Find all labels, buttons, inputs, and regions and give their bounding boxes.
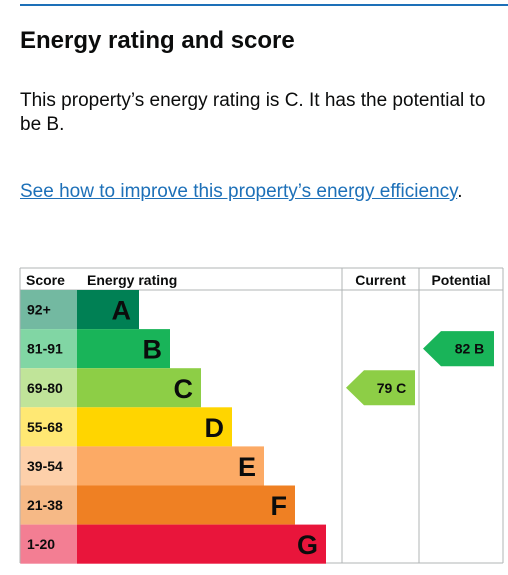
link-suffix: . xyxy=(457,181,463,202)
header-score: Score xyxy=(26,272,65,288)
score-cell-a xyxy=(20,290,77,330)
improve-efficiency-link[interactable]: See how to improve this property’s energ… xyxy=(20,181,458,202)
current-rating-arrow xyxy=(346,370,415,406)
page-title: Energy rating and score xyxy=(20,27,295,54)
score-cell-b xyxy=(20,329,77,369)
band-bar-e xyxy=(77,446,264,486)
rating-description: This property’s energy rating is C. It h… xyxy=(20,90,486,135)
band-bar-b xyxy=(77,329,170,369)
band-letter-c: C xyxy=(174,374,194,404)
band-bar-f xyxy=(77,485,295,525)
band-bar-d xyxy=(77,407,232,447)
band-letter-b: B xyxy=(143,335,163,365)
score-cell-c xyxy=(20,368,77,408)
score-cell-g xyxy=(20,524,77,564)
score-range-b: 81-91 xyxy=(27,341,63,357)
band-letter-e: E xyxy=(238,452,256,482)
score-cell-e xyxy=(20,446,77,486)
potential-rating-label: 82 B xyxy=(455,341,485,357)
score-cell-d xyxy=(20,407,77,447)
score-range-e: 39-54 xyxy=(27,458,63,474)
band-letter-a: A xyxy=(112,296,132,326)
band-letter-g: G xyxy=(297,530,318,560)
header-potential: Potential xyxy=(431,272,490,288)
header-current: Current xyxy=(355,272,406,288)
band-letter-f: F xyxy=(271,491,288,521)
score-range-d: 55-68 xyxy=(27,419,63,435)
score-range-g: 1-20 xyxy=(27,536,55,552)
score-range-a: 92+ xyxy=(27,302,51,318)
header-energy-rating: Energy rating xyxy=(87,272,177,288)
band-bar-g xyxy=(77,524,326,564)
improve-link-paragraph: See how to improve this property’s energ… xyxy=(20,180,490,204)
top-rule xyxy=(20,4,508,6)
score-cell-f xyxy=(20,485,77,525)
potential-rating-arrow xyxy=(423,331,494,367)
current-rating-label: 79 C xyxy=(377,380,407,396)
score-range-f: 21-38 xyxy=(27,497,63,513)
band-bar-a xyxy=(77,290,139,330)
band-letter-d: D xyxy=(205,413,225,443)
band-bar-c xyxy=(77,368,201,408)
score-range-c: 69-80 xyxy=(27,380,63,396)
